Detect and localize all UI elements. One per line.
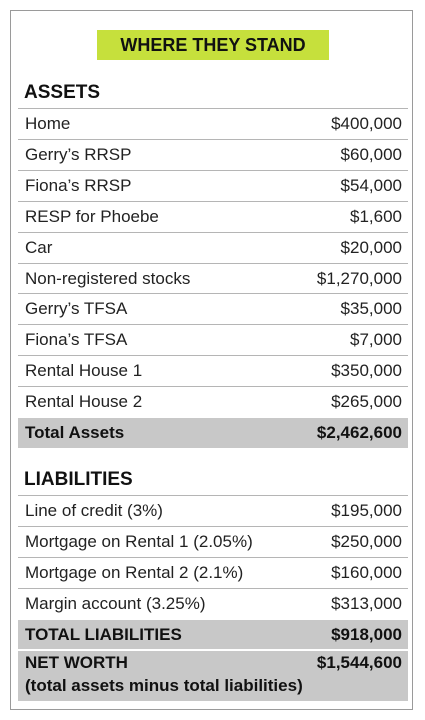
total-row: TOTAL LIABILITIES $918,000 [18,620,408,649]
table-row: Margin account (3.25%) $313,000 [18,587,408,619]
row-label: Mortgage on Rental 1 (2.05%) [25,531,253,551]
liabilities-heading: LIABILITIES [24,469,133,490]
row-value: $1,600 [350,206,402,226]
table-row: Gerry’s RRSP $60,000 [18,138,408,170]
row-note: (total assets minus total liabilities) [25,676,303,695]
row-label: Gerry’s TFSA [25,299,128,319]
table-row: Line of credit (3%) $195,000 [18,495,408,526]
row-value: $1,544,600 [316,653,402,672]
row-value: $54,000 [340,175,402,195]
row-value: $350,000 [331,361,402,381]
table-row: Home $400,000 [18,108,408,139]
row-label: Gerry’s RRSP [25,144,132,164]
row-value: $250,000 [331,531,402,551]
table-row: Mortgage on Rental 1 (2.05%) $250,000 [18,525,408,557]
row-label: Rental House 1 [25,361,143,381]
row-value: $1,270,000 [316,268,402,288]
total-row: Total Assets $2,462,600 [18,418,408,448]
row-label: Home [25,114,71,133]
row-value: $195,000 [331,501,402,520]
row-label: Car [25,237,53,257]
row-value: $7,000 [350,330,402,350]
row-label: RESP for Phoebe [25,206,159,226]
row-label: Non-registered stocks [25,268,191,288]
table-row: Non-registered stocks $1,270,000 [18,262,408,294]
assets-heading: ASSETS [24,82,101,103]
row-label: TOTAL LIABILITIES [25,625,182,644]
row-label: Fiona’s TFSA [25,330,128,350]
table-row: Mortgage on Rental 2 (2.1%) $160,000 [18,556,408,588]
table-row: Gerry’s TFSA $35,000 [18,293,408,324]
table-row: Rental House 2 $265,000 [18,386,408,417]
table-row: Fiona’s TFSA $7,000 [18,324,408,355]
row-value: $60,000 [340,144,402,164]
row-value: $313,000 [331,593,402,613]
row-label: Mortgage on Rental 2 (2.1%) [25,562,244,582]
row-value: $265,000 [331,392,402,412]
table-row: Rental House 1 $350,000 [18,355,408,386]
row-label: Margin account (3.25%) [25,593,206,613]
row-value: $160,000 [331,562,402,582]
row-label: Total Assets [25,423,125,442]
row-label: Rental House 2 [25,392,143,412]
row-label: Line of credit (3%) [25,501,163,520]
row-value: $35,000 [340,299,402,319]
total-row: NET WORTH $1,544,600 (total assets minus t… [18,651,408,701]
row-value: $2,462,600 [316,423,402,442]
row-value: $918,000 [331,625,402,644]
row-label: Fiona’s RRSP [25,175,132,195]
frame [10,10,413,710]
table-row: Fiona’s RRSP $54,000 [18,169,408,201]
table-row: RESP for Phoebe $1,600 [18,200,408,232]
row-value: $400,000 [331,114,402,133]
title: WHERE THEY STAND [97,30,329,60]
table-row: Car $20,000 [18,231,408,263]
row-label: NET WORTH [25,653,128,672]
row-value: $20,000 [340,237,402,257]
